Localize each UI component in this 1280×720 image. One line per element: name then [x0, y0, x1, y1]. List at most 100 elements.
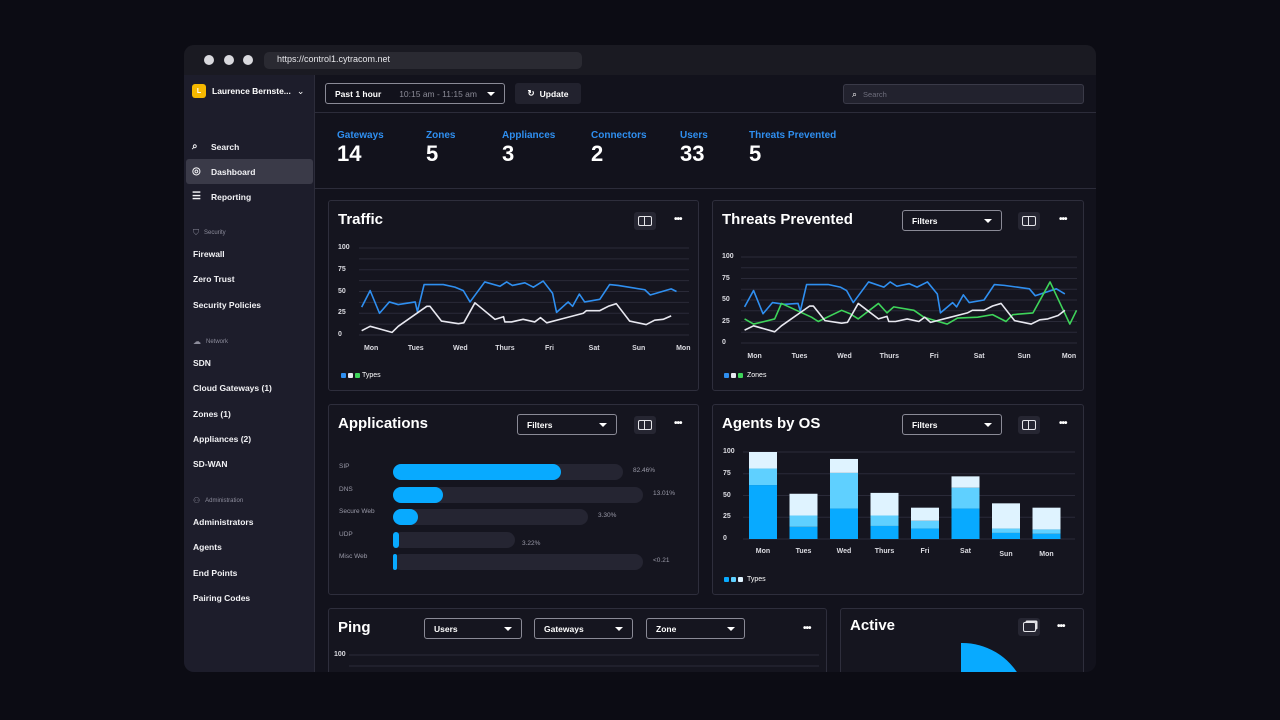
stat-appliances[interactable]: Appliances 3: [502, 130, 555, 167]
x-tick-label: Mon: [1039, 551, 1054, 558]
split-view-button[interactable]: [634, 212, 656, 230]
x-tick-label: Mon: [747, 353, 762, 360]
applications-card: Applications Filters ••• SIP 82.46% DNS 13.…: [328, 404, 699, 595]
sidebar-item[interactable]: Agents: [193, 542, 222, 553]
x-tick-label: Sun: [1017, 353, 1031, 360]
url-bar[interactable]: https://control1.cytracom.net: [264, 52, 582, 69]
sidebar-item[interactable]: Cloud Gateways (1): [193, 383, 272, 394]
sidebar-item[interactable]: Security Policies: [193, 299, 262, 310]
users-filter-select[interactable]: Users: [424, 618, 522, 639]
gateways-filter-select[interactable]: Gateways: [534, 618, 633, 639]
stacked-bar-segment: [1032, 507, 1061, 530]
zone-filter-select[interactable]: Zone: [646, 618, 745, 639]
x-tick-label: Mon: [755, 548, 771, 555]
stacked-bar-segment: [951, 508, 980, 539]
sidebar-item[interactable]: Pairing Codes: [193, 592, 251, 603]
card-title: Threats Prevented: [722, 211, 853, 228]
filter-label: Filters: [527, 419, 553, 430]
sidebar-item[interactable]: Zero Trust: [193, 274, 235, 285]
update-label: Update: [539, 88, 569, 99]
more-options-button[interactable]: •••: [803, 623, 811, 634]
split-view-button[interactable]: [1018, 416, 1040, 434]
window-close-button[interactable]: [204, 55, 214, 65]
browser-window: https://control1.cytracom.net L Laurence…: [184, 45, 1096, 672]
filters-select[interactable]: Filters: [902, 414, 1002, 435]
stacked-bar-segment: [870, 515, 899, 526]
sidebar-item-search[interactable]: ⌕ Search: [192, 141, 239, 152]
time-range-select[interactable]: Past 1 hour 10:15 am - 11:15 am: [325, 83, 505, 104]
divider: [315, 188, 1096, 189]
sidebar-item[interactable]: Administrators: [193, 517, 254, 527]
main-content: Past 1 hour 10:15 am - 11:15 am ↻ Update …: [315, 75, 1096, 672]
more-options-button[interactable]: •••: [674, 418, 682, 429]
split-view-button[interactable]: [634, 416, 656, 434]
stat-users[interactable]: Users 33: [680, 130, 708, 167]
shield-icon: ⛉: [193, 228, 199, 237]
sidebar-item-dashboard[interactable]: ◎ Dashboard: [192, 166, 255, 177]
more-options-button[interactable]: •••: [1057, 621, 1065, 632]
copy-view-button[interactable]: [1018, 618, 1040, 636]
search-input[interactable]: ⌕ Search: [843, 84, 1084, 104]
stat-gateways[interactable]: Gateways 14: [337, 130, 384, 167]
stat-threats-prevented[interactable]: Threats Prevented 5: [749, 130, 836, 167]
account-switcher[interactable]: L Laurence Bernste... ⌄: [192, 84, 304, 98]
chart-legend: Types: [724, 576, 766, 583]
x-tick-label: Tues: [795, 548, 812, 555]
sidebar: L Laurence Bernste... ⌄ ⌕ Search ◎ Dashboar…: [184, 75, 315, 672]
section-title: Security: [204, 230, 226, 236]
split-view-icon: [638, 216, 652, 226]
stat-connectors[interactable]: Connectors 2: [591, 130, 647, 167]
legend-label: Zones: [747, 372, 767, 379]
app-bar-track: [393, 509, 588, 525]
more-options-button[interactable]: •••: [1059, 214, 1067, 225]
traffic-card: Traffic ••• Types 0 25 50 75 100 Mon Tues Wed Th…: [328, 200, 699, 391]
threats-card: Threats Prevented Filters ••• Zones 0 25 5…: [712, 200, 1084, 391]
stat-value: 5: [749, 141, 762, 166]
stacked-bar-segment: [830, 508, 858, 539]
filters-select[interactable]: Filters: [902, 210, 1002, 231]
y-tick-label: 100: [723, 448, 735, 455]
stat-zones[interactable]: Zones 5: [426, 130, 455, 167]
y-tick-label: 100: [338, 244, 350, 251]
sidebar-item[interactable]: Zones (1): [193, 408, 231, 419]
stacked-bar-segment: [951, 487, 980, 509]
app-value-label: 13.01%: [653, 489, 676, 497]
app-bar-track: [393, 554, 643, 570]
more-options-button[interactable]: •••: [1059, 418, 1067, 429]
more-options-button[interactable]: •••: [674, 214, 682, 225]
window-minimize-button[interactable]: [224, 55, 234, 65]
sidebar-item[interactable]: Firewall: [193, 249, 225, 259]
sidebar-item-reporting[interactable]: ☰ Reporting: [192, 191, 251, 202]
caret-down-icon: [487, 91, 495, 96]
agents-by-os-card: Agents by OS Filters ••• Types 0 25 50 75 10…: [712, 404, 1084, 595]
sidebar-item[interactable]: End Points: [193, 567, 238, 578]
filters-select[interactable]: Filters: [517, 414, 617, 435]
title-bar: https://control1.cytracom.net: [184, 45, 1096, 75]
window-zoom-button[interactable]: [243, 55, 253, 65]
x-tick-label: Sat: [588, 345, 600, 352]
sidebar-item[interactable]: SDN: [193, 358, 211, 368]
filter-label: Gateways: [544, 623, 584, 634]
x-tick-label: Sat: [960, 548, 971, 555]
app-label: UDP: [339, 530, 353, 538]
x-tick-label: Tues: [407, 345, 424, 352]
y-tick-label: 50: [723, 491, 731, 499]
cloud-icon: ☁: [193, 337, 201, 346]
app-value-label: 3.22%: [522, 539, 541, 547]
caret-down-icon: [984, 218, 992, 223]
search-icon: ⌕: [192, 141, 198, 152]
agents-chart: [743, 451, 1075, 540]
sidebar-item[interactable]: Appliances (2): [193, 433, 252, 444]
split-view-button[interactable]: [1018, 212, 1040, 230]
search-icon: ⌕: [852, 88, 858, 99]
section-header-network: ☁ Network: [193, 337, 228, 346]
stacked-bar-segment: [992, 528, 1020, 533]
sidebar-item-label: Reporting: [211, 191, 252, 202]
y-tick-label: 0: [723, 535, 727, 542]
y-tick-label: 25: [722, 317, 730, 325]
sidebar-item[interactable]: SD-WAN: [193, 459, 228, 470]
y-tick-label: 25: [723, 513, 731, 521]
update-button[interactable]: ↻ Update: [515, 83, 581, 104]
stacked-bar-segment: [911, 528, 939, 539]
x-tick-label: Fri: [920, 548, 930, 555]
